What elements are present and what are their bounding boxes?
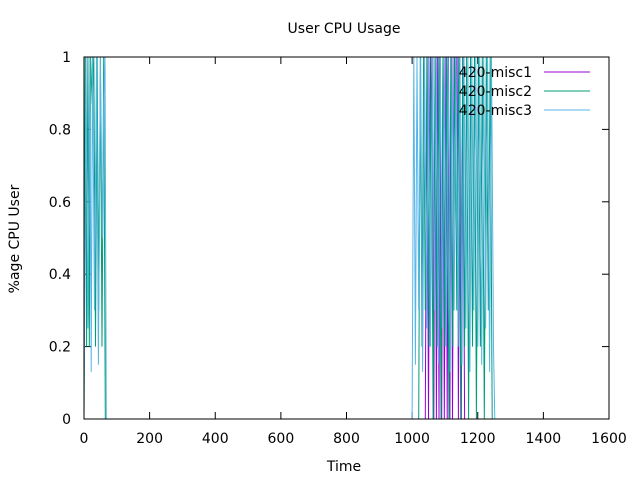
- y-axis-label: %age CPU User: [7, 184, 23, 293]
- chart-title: User CPU Usage: [288, 21, 401, 37]
- legend-label: 420-misc2: [459, 84, 532, 100]
- legend-label: 420-misc3: [459, 103, 532, 119]
- x-axis-label: Time: [326, 459, 361, 475]
- y-tick-label: 0.6: [49, 195, 71, 211]
- x-tick-label: 800: [333, 431, 360, 447]
- x-tick-label: 200: [136, 431, 163, 447]
- x-tick-label: 1000: [394, 431, 430, 447]
- y-tick-label: 0.8: [49, 122, 71, 138]
- axis-ticks: 0 200 400 600 800 1000 1200 1400 1600 0 0.2 0.4 0.6 0…: [49, 50, 627, 447]
- series-layer: [83, 56, 496, 420]
- x-tick-label: 1200: [460, 431, 496, 447]
- x-tick-label: 1400: [526, 431, 562, 447]
- y-tick-label: 0: [62, 412, 71, 428]
- x-tick-label: 400: [202, 431, 229, 447]
- legend-label: 420-misc1: [459, 65, 532, 81]
- plot-frame: [83, 56, 610, 420]
- x-tick-label: 600: [268, 431, 295, 447]
- y-tick-label: 0.2: [49, 340, 71, 356]
- y-tick-label: 1: [62, 50, 71, 66]
- y-tick-label: 0.4: [49, 267, 71, 283]
- series-line-420-misc3: [83, 56, 496, 420]
- x-tick-label: 0: [80, 431, 89, 447]
- x-tick-label: 1600: [591, 431, 627, 447]
- legend: 420-misc1 420-misc2 420-misc3: [459, 65, 590, 119]
